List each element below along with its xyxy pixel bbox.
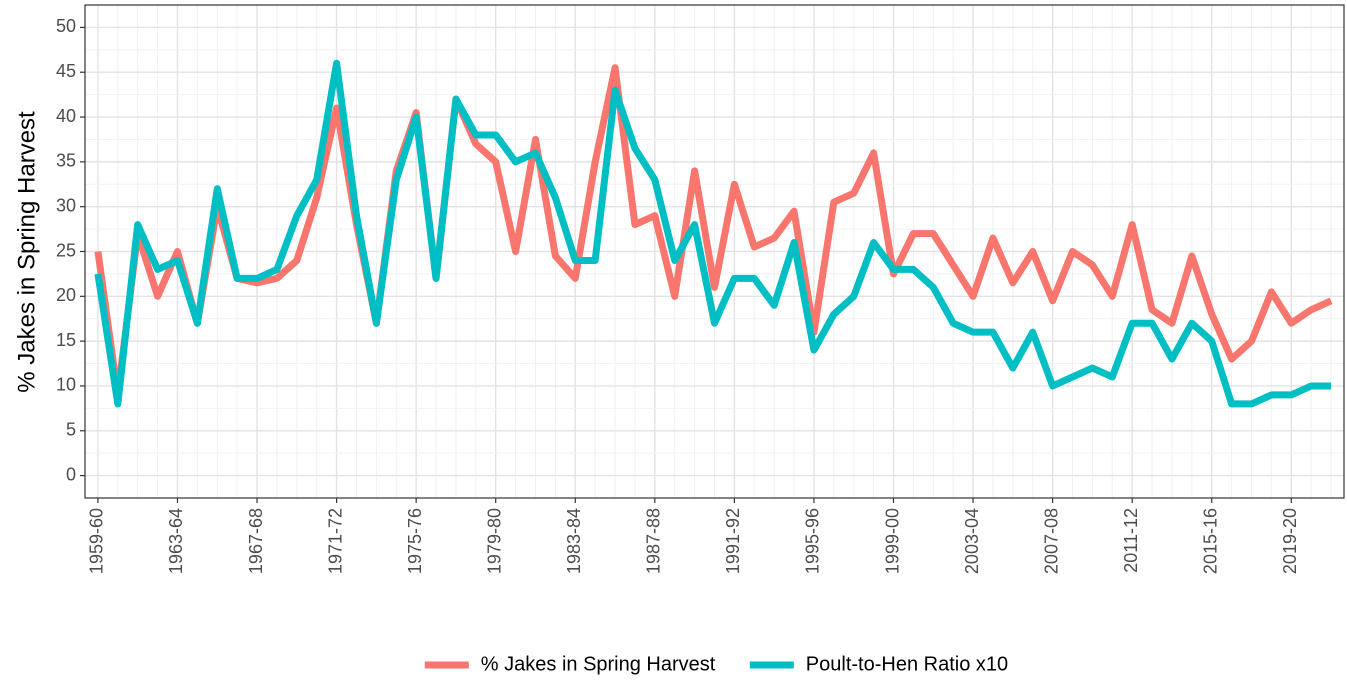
y-tick-label: 35 <box>56 151 76 171</box>
series-line <box>94 64 1333 399</box>
y-tick-label: 25 <box>56 240 76 260</box>
legend-label: % Jakes in Spring Harvest <box>481 653 716 675</box>
x-tick-label: 1975-76 <box>405 508 425 574</box>
y-tick-label: 20 <box>56 285 76 305</box>
y-tick-label: 40 <box>56 106 76 126</box>
x-tick-label: 2011-12 <box>1121 508 1141 573</box>
y-tick-label: 10 <box>56 375 76 395</box>
x-tick-label: 2003-04 <box>962 508 982 574</box>
x-tick-label: 1971-72 <box>325 508 345 574</box>
y-tick-label: 5 <box>66 420 76 440</box>
y-tick-label: 0 <box>66 464 76 484</box>
y-tick-label: 45 <box>56 61 76 81</box>
y-tick-label: 30 <box>56 195 76 215</box>
x-tick-label: 1999-00 <box>882 508 902 574</box>
x-tick-label: 2007-08 <box>1041 508 1061 574</box>
x-tick-label: 1991-92 <box>723 508 743 574</box>
y-axis-title: % Jakes in Spring Harvest <box>13 111 40 393</box>
y-tick-label: 50 <box>56 16 76 36</box>
x-tick-label: 1979-80 <box>484 508 504 574</box>
series-line <box>94 59 1332 408</box>
axes: 0 5 10 15 20 25 30 35 40 45 50 1959-60 1963-64 1967-6… <box>56 16 1300 574</box>
x-tick-label: 1983-84 <box>564 508 584 574</box>
x-tick-label: 2015-16 <box>1200 508 1220 574</box>
grid <box>85 5 1344 498</box>
x-tick-label: 1967-68 <box>246 508 266 574</box>
x-tick-label: 1987-88 <box>644 508 664 574</box>
y-tick-label: 15 <box>56 330 76 350</box>
lines <box>94 59 1333 408</box>
legend-label: Poult-to-Hen Ratio x10 <box>806 653 1008 675</box>
x-tick-label: 2019-20 <box>1280 508 1300 574</box>
x-tick-label: 1959-60 <box>87 508 107 574</box>
x-tick-label: 1995-96 <box>803 508 823 574</box>
legend: % Jakes in Spring Harvest Poult-to-Hen Ra… <box>424 653 1008 675</box>
x-tick-label: 1963-64 <box>166 508 186 574</box>
